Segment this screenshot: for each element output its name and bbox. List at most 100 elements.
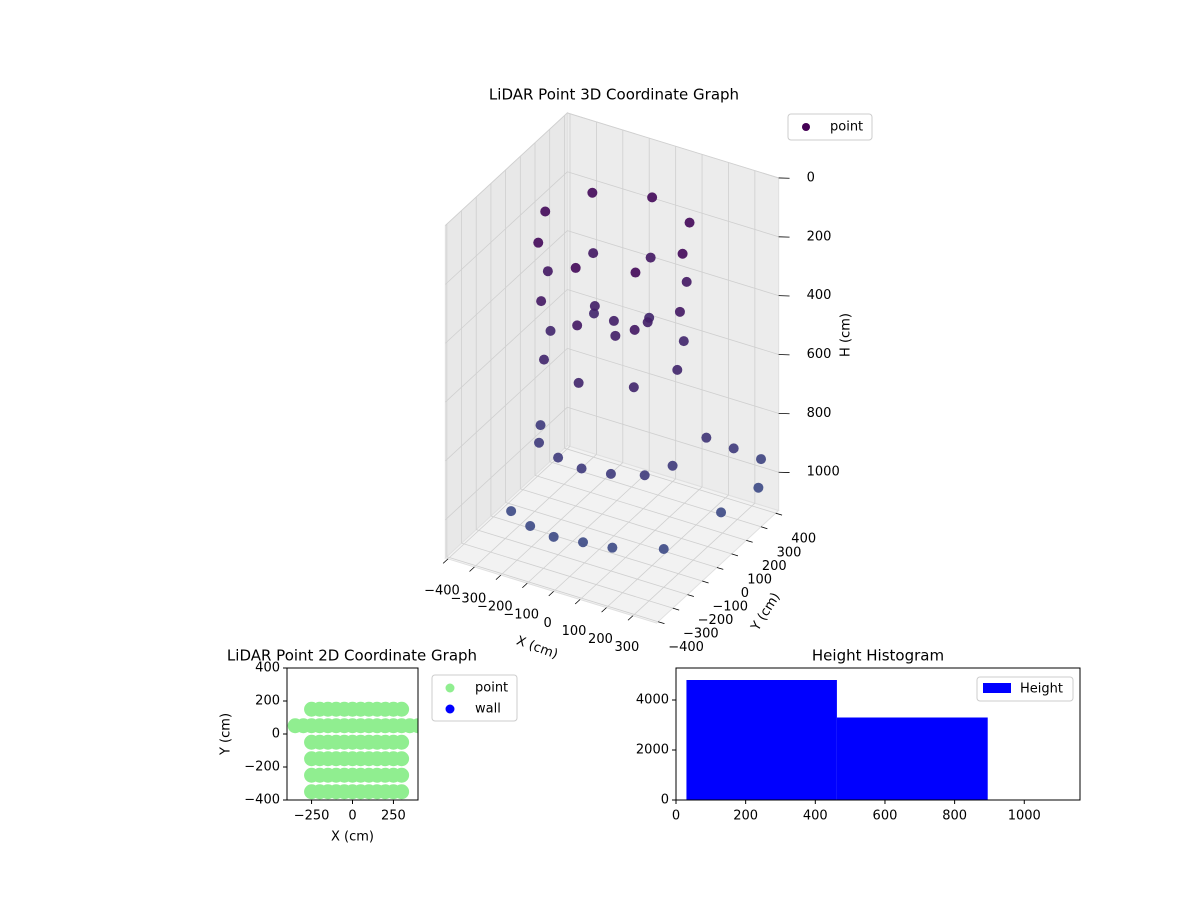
grid-line [549, 461, 762, 528]
grid-line [445, 230, 568, 344]
axes-frame [675, 667, 1081, 801]
x-tick-label: 0 [544, 616, 552, 631]
y-axis-label: Y (cm) [219, 713, 234, 756]
point [647, 192, 658, 203]
legend-marker [802, 123, 810, 131]
point [728, 443, 739, 454]
y-tick-label: −100 [712, 600, 748, 615]
chart-title: LiDAR Point 3D Coordinate Graph [489, 86, 739, 104]
y-tick-label: 100 [747, 572, 772, 587]
grid-line [632, 502, 756, 617]
point [642, 317, 653, 328]
chart-title: Height Histogram [812, 647, 944, 665]
tick-mark [702, 580, 709, 584]
x-tick-label: −250 [294, 809, 330, 824]
point [394, 734, 410, 750]
tick-mark [627, 615, 634, 621]
grid-line [474, 454, 597, 568]
x-tick-label: −400 [424, 583, 460, 598]
x-tick-label: −200 [477, 600, 513, 615]
z-tick-label: 1000 [807, 465, 840, 480]
point [629, 324, 640, 335]
point [573, 377, 584, 388]
legend-marker [445, 704, 455, 714]
bar [686, 680, 837, 800]
point [536, 296, 547, 307]
point [576, 463, 587, 474]
grid-line [534, 474, 747, 541]
x-tick-label: 400 [803, 809, 828, 824]
point [628, 382, 639, 393]
legend-label: Height [1020, 682, 1063, 697]
point [608, 315, 619, 326]
point [506, 506, 517, 517]
point [553, 452, 564, 463]
grid-line [500, 462, 624, 576]
point [525, 521, 536, 532]
grid-line [564, 447, 776, 514]
point [681, 276, 692, 287]
y-tick-label: 4000 [636, 693, 669, 708]
point [753, 482, 764, 493]
grid-line [445, 406, 568, 521]
point [607, 542, 618, 553]
y-tick-label: −400 [668, 640, 704, 655]
tick-mark [731, 553, 739, 557]
point [548, 531, 559, 542]
tick-mark [672, 607, 680, 611]
x-tick-label: 300 [614, 640, 639, 655]
grid-line [579, 486, 703, 600]
point [533, 237, 544, 248]
tick-mark [442, 558, 449, 564]
point [539, 354, 550, 365]
y-tick-label: −400 [244, 793, 280, 808]
point [610, 330, 621, 341]
y-wall-pane [566, 112, 780, 512]
point [639, 470, 650, 481]
plot-area [287, 701, 418, 800]
point [756, 454, 767, 465]
point [534, 437, 545, 448]
z-axis-label: H (cm) [839, 313, 854, 357]
point [545, 325, 556, 336]
tick-mark [746, 539, 753, 543]
legend-label: point [830, 120, 863, 135]
y-axis-label: Y (cm) [748, 590, 784, 634]
legend-label: point [475, 681, 508, 696]
grid-line [520, 488, 732, 555]
grid-line [567, 230, 779, 297]
x-tick-label: 200 [588, 632, 613, 647]
tick-mark [687, 594, 694, 597]
x-axis-label: X (cm) [331, 830, 374, 845]
point [578, 537, 589, 548]
point [677, 248, 688, 259]
grid-line [505, 502, 718, 568]
point [394, 751, 410, 767]
y-tick-label: −200 [244, 760, 280, 775]
x-tick-label: 0 [672, 809, 680, 824]
y-tick-label: 0 [272, 727, 280, 742]
x-tick-label: −100 [503, 608, 539, 623]
x-axis-label: X (cm) [514, 634, 560, 663]
point [540, 206, 551, 217]
point [674, 306, 685, 317]
point [630, 267, 641, 278]
point [589, 301, 600, 312]
legend-box [431, 674, 518, 722]
y-tick-label: 300 [777, 545, 802, 560]
legend-box [787, 113, 873, 141]
y-tick-label: 400 [791, 532, 816, 547]
y-tick-label: −300 [683, 627, 719, 642]
grid-line [445, 171, 568, 285]
x-tick-label: 250 [381, 809, 406, 824]
grid-line [445, 289, 568, 403]
grid-line [567, 171, 779, 238]
grid-line [567, 112, 779, 179]
point [684, 217, 695, 228]
point [658, 544, 669, 555]
z-tick-label: 600 [807, 347, 832, 362]
grid-line [461, 542, 673, 609]
point [678, 336, 689, 347]
point [605, 468, 616, 479]
